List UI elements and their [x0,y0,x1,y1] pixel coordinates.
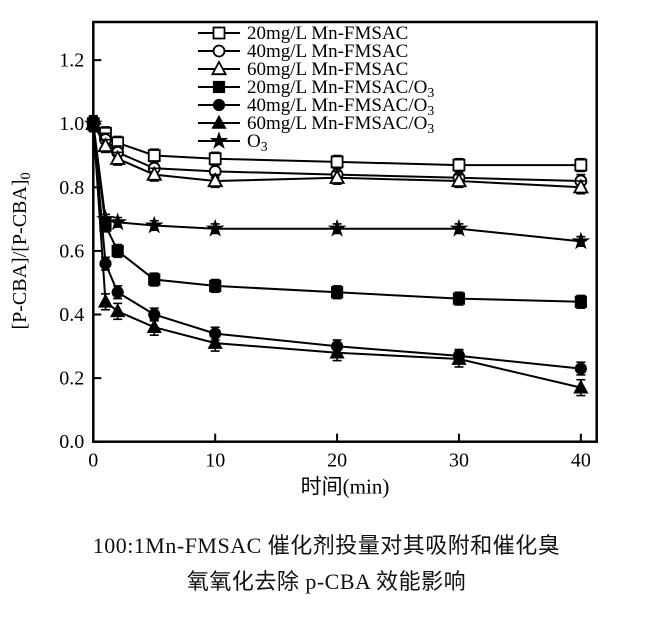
legend-item-0: 20mg/L Mn-FMSAC [198,23,408,44]
y-tick-label: 0.2 [59,368,84,390]
y-tick-label: 0.0 [59,431,84,453]
legend-item-3: 20mg/L Mn-FMSAC/O3 [198,77,434,100]
x-axis: 0 10 20 30 40 时间(min) [88,433,591,499]
series-line [92,123,581,303]
x-tick-label: 0 [88,450,98,472]
open-triangle-marker [109,149,126,165]
legend-item-4: 40mg/L Mn-FMSAC/O3 [198,95,434,118]
star-marker [144,215,164,234]
caption-line-2: 氧氧化去除 p-CBA 效能影响 [186,569,467,594]
y-axis-title: [P-CBA]/[P-CBA]0 [9,172,34,329]
star-marker [108,212,127,231]
open-square-marker [147,149,161,162]
star-marker [449,218,469,237]
open-triangle-marker [572,178,589,194]
filled-circle-marker [574,362,587,375]
filled-square-marker [212,80,226,94]
legend-label: 20mg/L Mn-FMSAC [247,23,408,44]
legend-item-2: 60mg/L Mn-FMSAC [198,59,408,80]
filled-square-marker [574,295,587,308]
open-triangle-marker [97,137,114,153]
open-triangle-marker [328,168,346,184]
filled-circle-marker [148,308,161,321]
filled-square-marker [330,286,344,299]
x-tick-label: 40 [571,450,591,472]
star-marker [96,209,115,228]
star-marker [84,113,103,132]
figure-caption: 100:1Mn-FMSAC 催化剂投量对其吸附和催化臭 氧氧化去除 p-CBA … [0,528,653,600]
plot-frame [92,20,598,443]
filled-triangle-marker [451,350,467,365]
open-triangle-marker [450,172,468,188]
y-tick-label: 1.2 [59,50,84,72]
filled-triangle-marker [573,379,589,394]
filled-square-marker [452,292,466,305]
legend-item-5: 60mg/L Mn-FMSAC/O3 [198,113,434,136]
open-circle-marker [212,44,226,58]
filled-triangle-marker [146,318,162,334]
legend-label: 60mg/L Mn-FMSAC/O3 [247,113,434,136]
series-5 [85,114,589,397]
legend-label: 40mg/L Mn-FMSAC [247,41,408,62]
y-axis: 0.0 0.2 0.4 0.6 0.8 1.0 1.2 [P-CBA]/[P-CBA]0 [9,50,102,453]
y-tick-label: 0.8 [59,177,84,199]
filled-triangle-marker [329,344,345,359]
star-marker [571,231,591,250]
star-marker [209,131,229,149]
open-square-marker [208,152,222,166]
filled-circle-marker [111,286,124,299]
series-2 [85,114,589,195]
open-triangle-marker [210,60,228,76]
star-marker [327,218,347,237]
open-triangle-marker [146,165,163,181]
legend-item-6: O3 [198,131,268,154]
x-tick-label: 30 [449,450,469,472]
y-tick-label: 1.0 [59,113,84,135]
legend-label: 60mg/L Mn-FMSAC [247,59,408,80]
legend-label: 20mg/L Mn-FMSAC/O3 [247,77,434,100]
legend-label: O3 [247,131,268,154]
filled-square-marker [209,279,222,293]
filled-triangle-marker [211,114,227,129]
filled-triangle-marker [110,303,126,318]
y-tick-label: 0.4 [59,304,84,326]
legend-label: 40mg/L Mn-FMSAC/O3 [247,95,434,118]
line-chart: 0 10 20 30 40 时间(min) 0.0 0.2 0.4 0.6 0.8 1.0 1.2 [P-… [9,20,598,499]
filled-square-marker [148,273,161,286]
series-3 [87,116,587,309]
filled-triangle-marker [97,293,114,308]
open-square-marker [574,158,588,172]
x-tick-label: 20 [327,450,347,472]
filled-circle-marker [212,98,226,112]
y-tick-label: 0.6 [59,240,84,262]
open-square-marker [452,158,466,172]
open-square-marker [212,26,226,40]
caption-line-1: 100:1Mn-FMSAC 催化剂投量对其吸附和催化臭 [92,533,561,558]
series-6 [84,113,591,250]
x-tick-label: 10 [205,450,225,472]
open-square-marker [330,155,344,169]
open-triangle-marker [207,172,224,188]
star-marker [205,218,225,237]
legend-item-1: 40mg/L Mn-FMSAC [198,41,408,62]
filled-triangle-marker [207,334,223,349]
filled-square-marker [111,244,124,258]
x-axis-title: 时间(min) [301,475,390,499]
